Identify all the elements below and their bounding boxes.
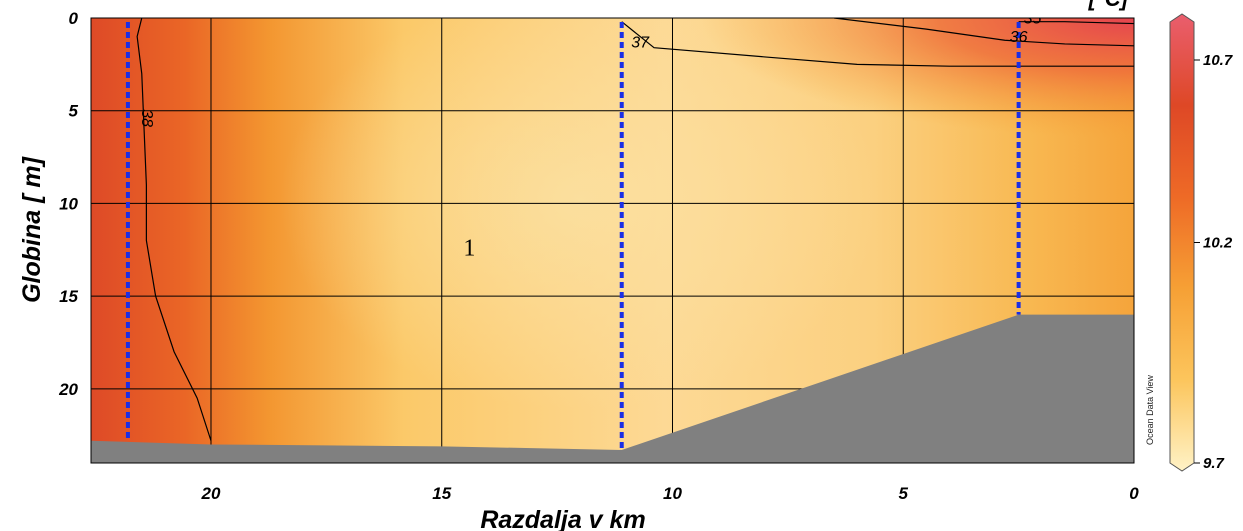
contour-lines [136, 18, 1134, 441]
x-axis-ticks: 20 15 10 5 0 [201, 484, 1140, 503]
y-tick-label: 5 [69, 102, 79, 121]
x-tick-label: 5 [899, 484, 909, 503]
plot-frame [90, 17, 1135, 464]
y-tick-label: 15 [59, 287, 78, 306]
x-tick-label: 10 [663, 484, 682, 503]
contour-label: 35 [1024, 11, 1042, 28]
station-profiles [125, 22, 1021, 451]
x-tick-label: 20 [201, 484, 221, 503]
region-label: 1 [463, 235, 475, 261]
x-tick-label: 0 [1129, 484, 1139, 503]
hot-surface-corner [700, 18, 1134, 138]
colorbar-body [1169, 13, 1195, 472]
chart-title-fragment: [°C] [1088, 0, 1129, 11]
colorbar: 10.7 10.2 9.7 Ocean Data View [1145, 13, 1233, 472]
sea-bottom [91, 314, 1134, 463]
colorbar-tick-label: 10.2 [1203, 235, 1233, 252]
contour-line [136, 18, 212, 441]
y-tick-label: 0 [69, 9, 79, 28]
y-axis-title: Globina [ m] [18, 155, 46, 303]
y-axis-ticks: 0 5 10 15 20 [58, 9, 78, 399]
contour-line [833, 18, 1134, 47]
contour-line [1018, 21, 1134, 25]
colorbar-tick-label: 9.7 [1203, 455, 1225, 472]
contour-label: 36 [1010, 29, 1028, 46]
contour-label: 38 [138, 109, 155, 127]
watermark: Ocean Data View [1145, 375, 1155, 445]
y-tick-label: 10 [59, 194, 78, 213]
x-axis-title: Razdalja v km [480, 506, 645, 531]
contour-line [621, 21, 1134, 67]
colorbar-tick-label: 10.7 [1203, 52, 1233, 69]
y-tick-label: 20 [58, 380, 78, 399]
colorbar-ticks: 10.7 10.2 9.7 [1194, 52, 1233, 472]
x-tick-label: 15 [432, 484, 451, 503]
contour-label: 37 [631, 35, 650, 52]
